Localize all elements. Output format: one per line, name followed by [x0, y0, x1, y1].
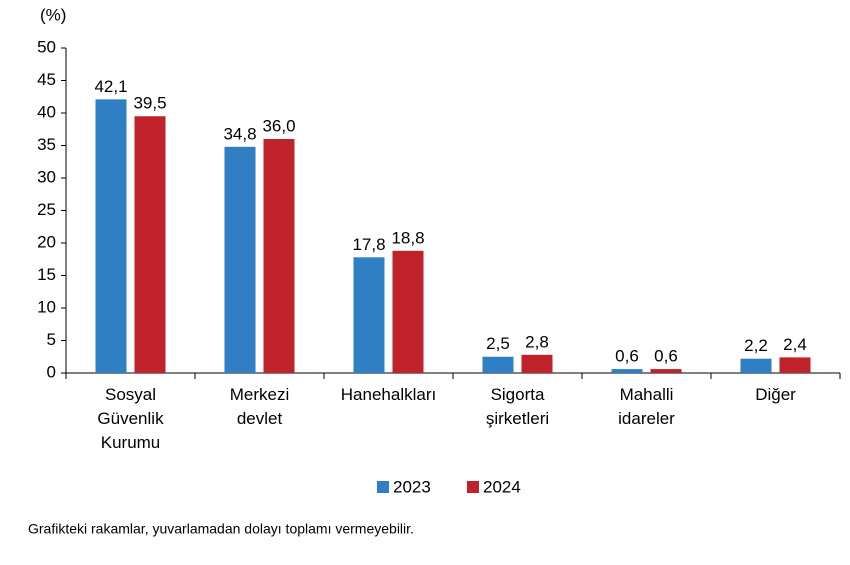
- y-axis-label: (%): [40, 5, 66, 24]
- bar: [650, 369, 682, 373]
- x-tick-label: Hanehalkları: [341, 385, 436, 404]
- bar: [392, 250, 424, 373]
- x-tick-label: Diğer: [755, 385, 796, 404]
- value-label: 39,5: [133, 94, 166, 113]
- value-label: 17,8: [352, 235, 385, 254]
- value-label: 2,5: [486, 334, 510, 353]
- value-label: 34,8: [223, 124, 256, 143]
- bar: [95, 99, 127, 373]
- bar: [224, 146, 256, 373]
- x-tick-label: Sigorta şirketleri: [486, 385, 549, 428]
- bar: [353, 257, 385, 373]
- bar: [482, 356, 514, 373]
- legend-swatch: [467, 481, 479, 493]
- bar: [611, 369, 643, 373]
- value-label: 36,0: [262, 116, 295, 135]
- y-tick-label: 40: [37, 102, 56, 121]
- bar: [521, 354, 553, 373]
- y-tick-label: 10: [37, 297, 56, 316]
- bar: [779, 357, 811, 373]
- y-tick-label: 15: [37, 265, 56, 284]
- legend-label: 2024: [483, 477, 521, 496]
- bar: [134, 116, 166, 373]
- value-label: 2,2: [744, 336, 768, 355]
- value-label: 2,4: [783, 335, 807, 354]
- y-tick-label: 0: [47, 362, 56, 381]
- y-tick-label: 25: [37, 200, 56, 219]
- value-label: 0,6: [654, 347, 678, 366]
- y-tick-label: 50: [37, 37, 56, 56]
- legend-label: 2023: [393, 477, 431, 496]
- y-tick-label: 30: [37, 167, 56, 186]
- x-tick-label: Sosyal Güvenlik Kurumu: [97, 385, 164, 452]
- bar: [740, 358, 772, 373]
- value-label: 0,6: [615, 347, 639, 366]
- y-tick-label: 5: [47, 330, 56, 349]
- bar: [263, 139, 295, 373]
- y-tick-label: 20: [37, 232, 56, 251]
- value-label: 2,8: [525, 332, 549, 351]
- y-tick-label: 35: [37, 135, 56, 154]
- x-tick-label: Mahalli idareler: [618, 385, 675, 428]
- legend-swatch: [377, 481, 389, 493]
- x-tick-label: Merkezi devlet: [230, 385, 290, 428]
- value-label: 18,8: [391, 228, 424, 247]
- y-tick-label: 45: [37, 70, 56, 89]
- note: Grafikteki rakamlar, yuvarlamadan dolayı…: [28, 521, 414, 537]
- value-label: 42,1: [94, 77, 127, 96]
